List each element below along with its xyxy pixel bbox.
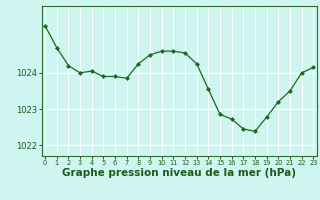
X-axis label: Graphe pression niveau de la mer (hPa): Graphe pression niveau de la mer (hPa) — [62, 168, 296, 178]
